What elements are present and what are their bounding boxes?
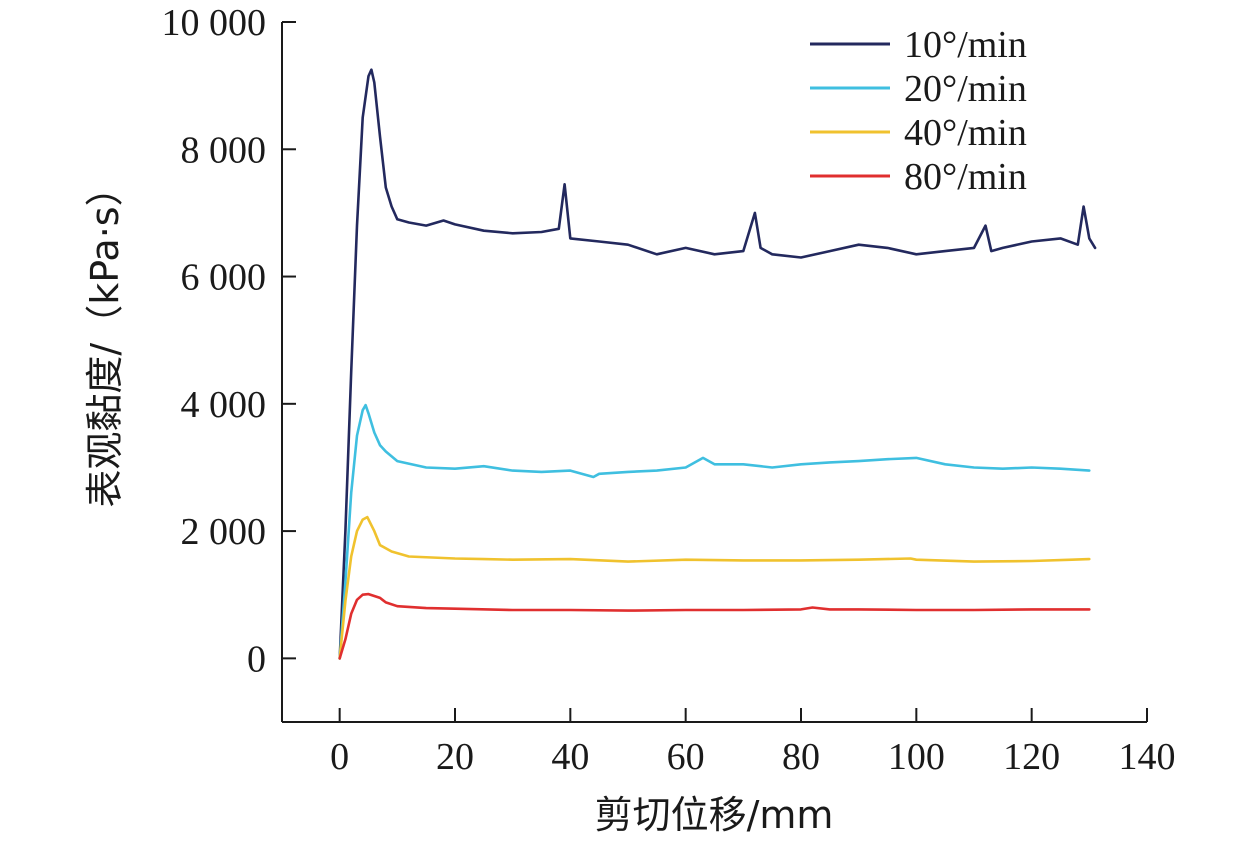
legend-label-3: 80°/min <box>904 156 1027 198</box>
y-tick-label: 10 000 <box>162 2 267 44</box>
legend-label-2: 40°/min <box>904 112 1027 154</box>
x-tick-label: 40 <box>551 736 589 778</box>
y-tick-label: 0 <box>247 638 266 680</box>
x-tick-label: 140 <box>1119 736 1176 778</box>
series-line-2 <box>338 515 1091 660</box>
series-layer <box>338 68 1097 660</box>
axes <box>281 22 1147 723</box>
x-tick-label: 120 <box>1003 736 1060 778</box>
series-line-0 <box>338 68 1097 660</box>
y-axis-title: 表观黏度/（kPa·s） <box>83 168 127 507</box>
legend-label-1: 20°/min <box>904 68 1027 110</box>
x-tick-label: 100 <box>888 736 945 778</box>
x-tick-label: 0 <box>330 736 349 778</box>
y-tick-label: 6 000 <box>181 257 267 299</box>
y-tick-label: 4 000 <box>181 384 267 426</box>
x-axis-title: 剪切位移/mm <box>595 793 834 837</box>
legend-label-0: 10°/min <box>904 24 1027 66</box>
y-tick-label: 2 000 <box>181 511 267 553</box>
x-ticks: 0 20 40 60 80 100 120 140 <box>330 708 1176 778</box>
x-tick-label: 20 <box>436 736 474 778</box>
y-ticks: 0 2 000 4 000 6 000 8 000 10 000 <box>162 2 296 680</box>
series-line-3 <box>338 592 1091 660</box>
x-tick-label: 60 <box>667 736 705 778</box>
y-tick-label: 8 000 <box>181 129 267 171</box>
series-line-1 <box>338 403 1091 660</box>
x-tick-label: 80 <box>782 736 820 778</box>
